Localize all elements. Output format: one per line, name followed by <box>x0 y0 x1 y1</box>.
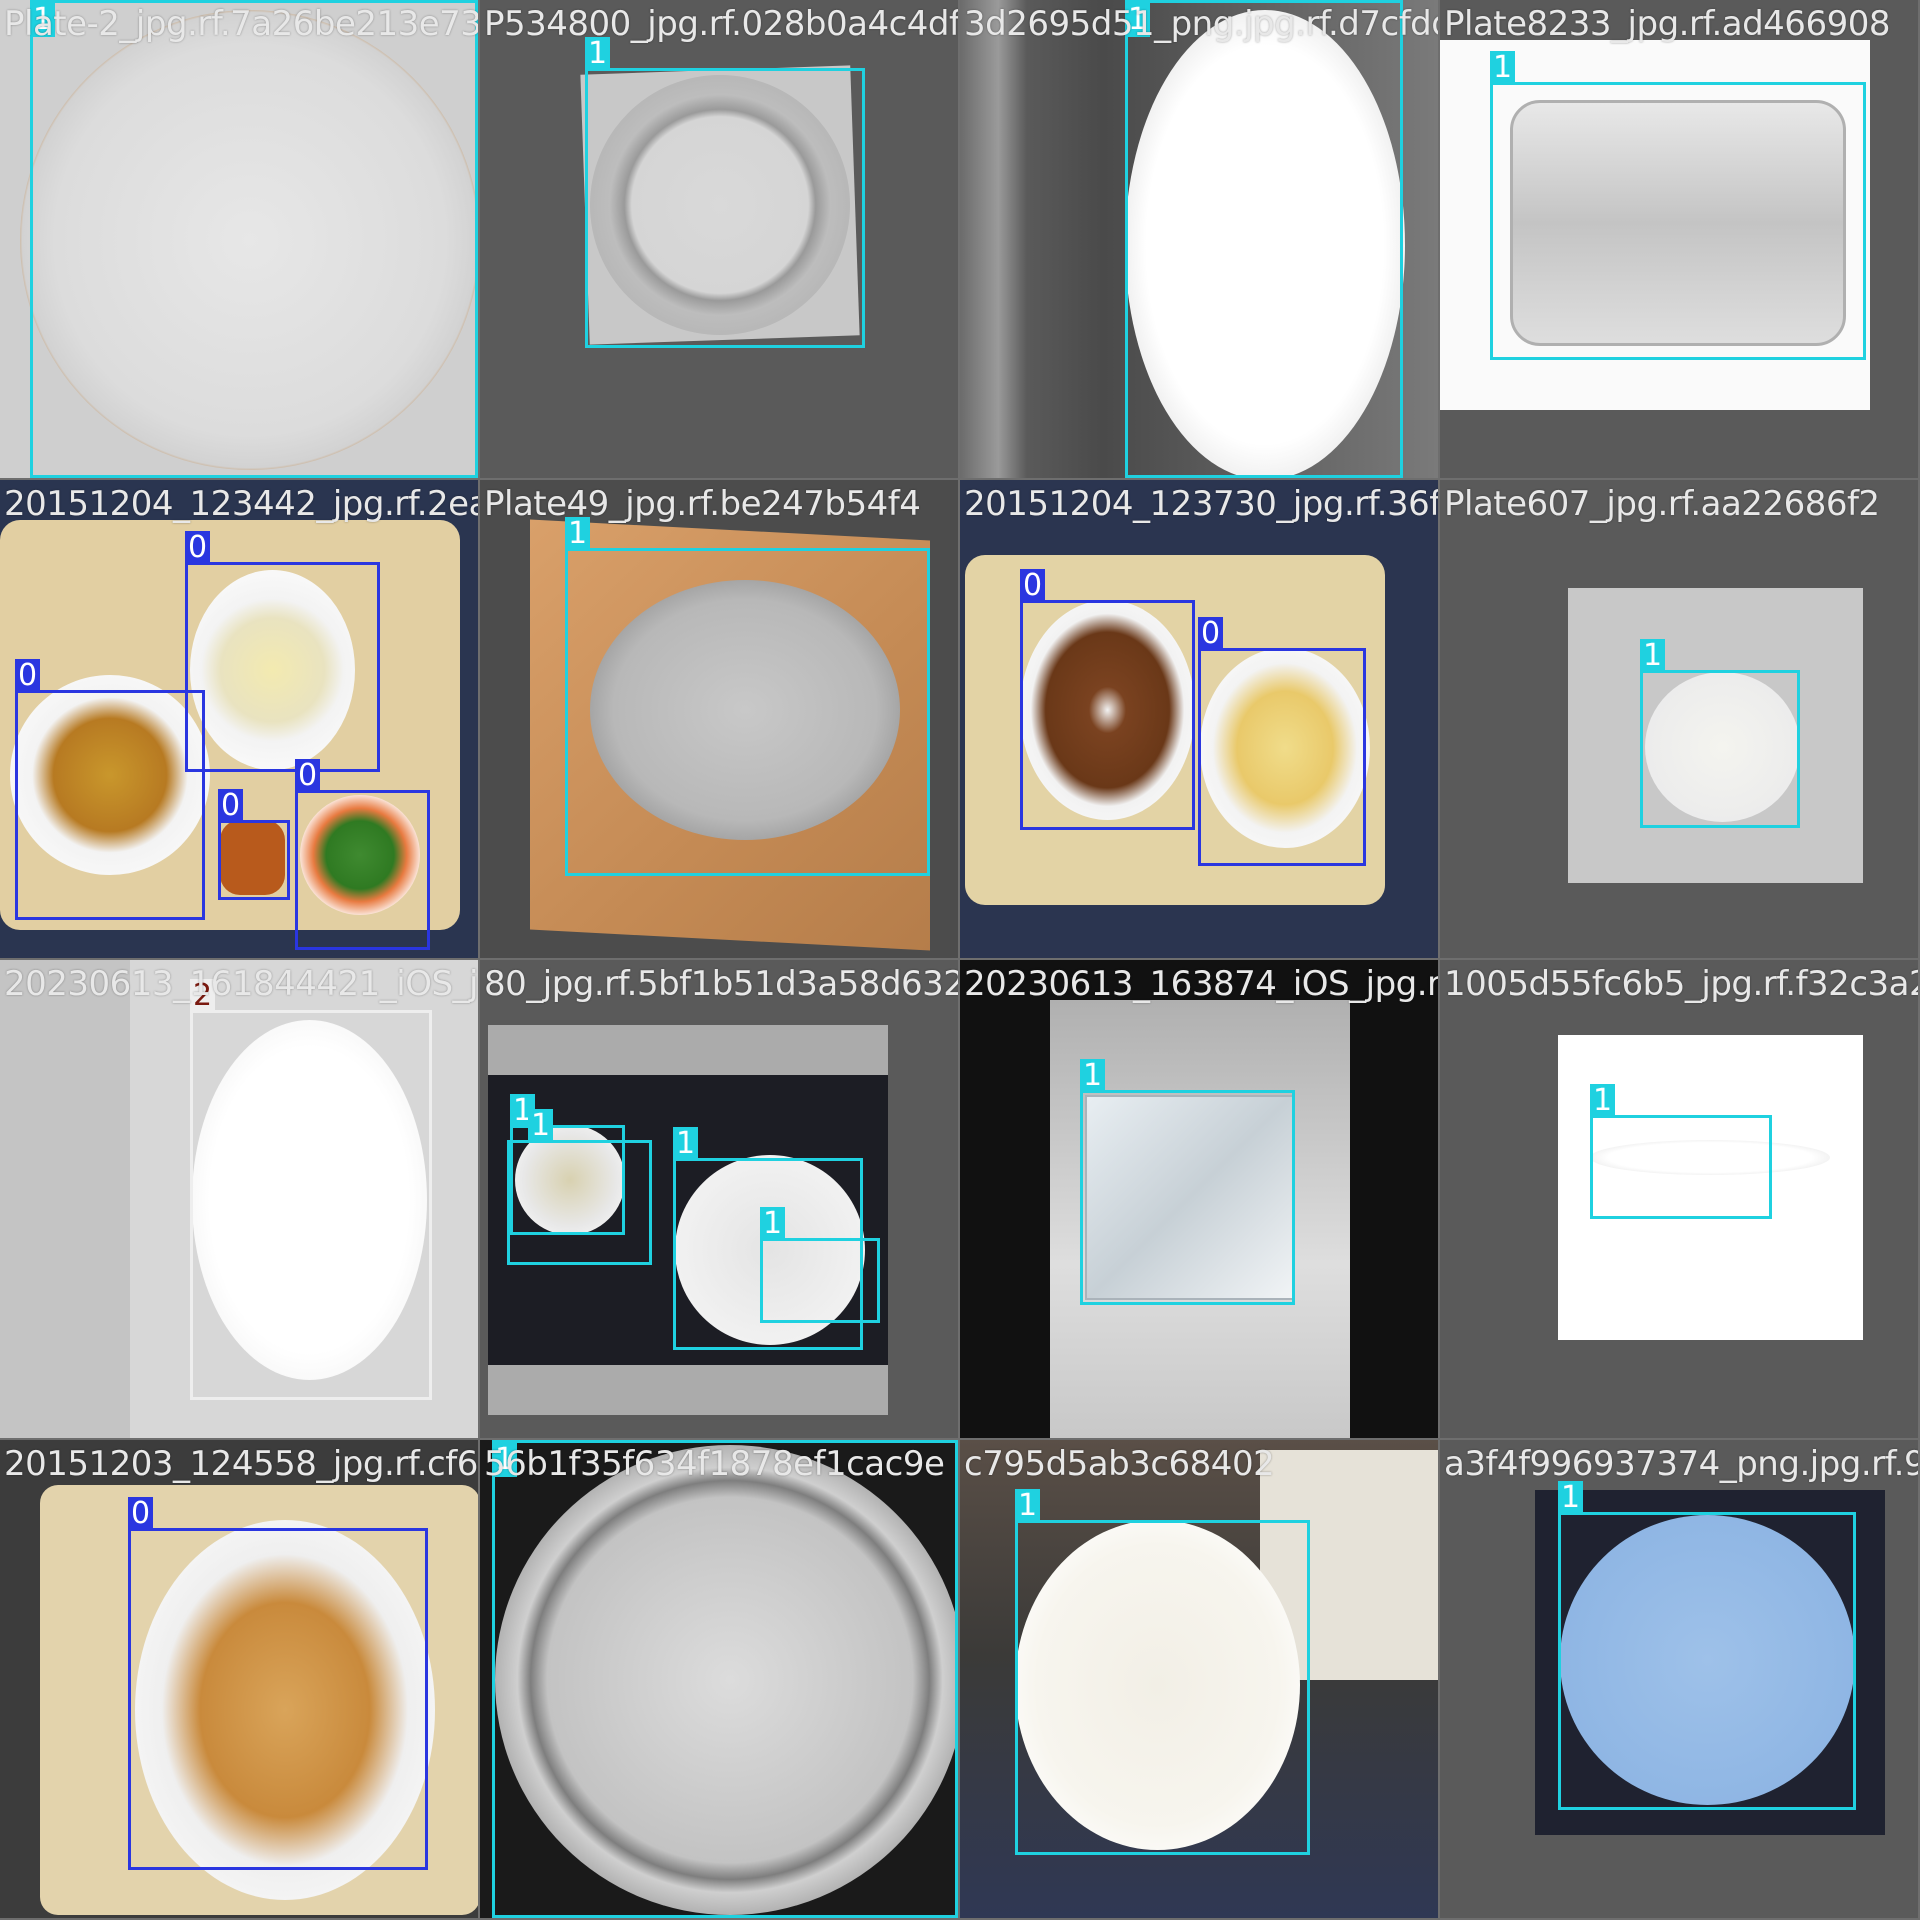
class-label: 1 <box>760 1207 786 1241</box>
detection-box: 1 <box>1490 51 1866 360</box>
image-filename: Plate8233_jpg.rf.ad466908 <box>1444 4 1890 44</box>
detection-box: 1 <box>673 1127 863 1350</box>
detection-box: 0 <box>185 531 380 772</box>
detection-box: 1 <box>565 517 930 876</box>
mosaic-tile: 20230613_161844421_iOS_jpg.rf.0cf9226 2 <box>0 960 480 1440</box>
plate-image <box>675 1155 865 1345</box>
class-label: 1 <box>1490 51 1516 85</box>
mosaic-tile: 56b1f35f634f1878ef1cac9e 1 <box>480 1440 960 1920</box>
class-label: 1 <box>673 1127 699 1161</box>
mosaic-tile: 3d2695d51_png.jpg.rf.d7cfdd 1 <box>960 0 1440 480</box>
mosaic-tile: Plate8233_jpg.rf.ad466908 1 <box>1440 0 1920 480</box>
mosaic-tile: c795d5ab3c68402 1 <box>960 1440 1440 1920</box>
food-item <box>220 820 285 895</box>
class-label: 1 <box>1080 1059 1106 1093</box>
plate-image <box>1645 672 1800 822</box>
image-filename: 80_jpg.rf.5bf1b51d3a58d632 <box>484 964 960 1004</box>
plate-image <box>10 675 210 875</box>
image-filename: 1005d55fc6b5_jpg.rf.f32c3a2c <box>1444 964 1920 1004</box>
mosaic-tile: 80_jpg.rf.5bf1b51d3a58d632 1 1 1 1 <box>480 960 960 1440</box>
table-surface <box>0 960 130 1438</box>
detection-box: 0 <box>1198 617 1366 866</box>
detection-box: 1 <box>1558 1481 1856 1810</box>
class-label: 2 <box>190 979 216 1013</box>
mosaic-tile: P534800_jpg.rf.028b0a4c4df5 1 <box>480 0 960 480</box>
detection-box: 2 <box>190 979 432 1400</box>
class-label: 1 <box>565 517 591 551</box>
image-filename: 20230613_161844421_iOS_jpg.rf.0cf9226 <box>4 964 478 1004</box>
image-filename: Plate-2_jpg.rf.7a26be213e73f <box>4 4 480 44</box>
mosaic-tile: Plate49_jpg.rf.be247b54f4 1 <box>480 480 960 960</box>
plate-image <box>1020 600 1195 820</box>
class-label: 1 <box>1015 1489 1041 1523</box>
class-label: 0 <box>128 1497 154 1531</box>
mosaic-tile: a3f4f996937374_png.jpg.rf.9d51d 1 <box>1440 1440 1920 1920</box>
class-label: 0 <box>185 531 211 565</box>
class-label: 1 <box>1590 1084 1616 1118</box>
plate-image <box>20 10 478 470</box>
detection-box: 1 <box>1080 1059 1295 1305</box>
image-filename: 20151204_123730_jpg.rf.36f <box>964 484 1440 524</box>
image-filename: 20230613_163874_iOS_jpg.rf <box>964 964 1440 1004</box>
class-label: 0 <box>295 759 321 793</box>
detection-box: 1 <box>585 37 865 348</box>
image-filename: 3d2695d51_png.jpg.rf.d7cfdd <box>964 4 1440 44</box>
class-label: 0 <box>1020 569 1046 603</box>
image-filename: a3f4f996937374_png.jpg.rf.9d51d <box>1444 1444 1920 1484</box>
detection-box: 1 <box>1590 1084 1772 1219</box>
plate-image <box>1200 648 1370 848</box>
detection-box: 0 <box>128 1497 428 1870</box>
class-label: 0 <box>15 659 41 693</box>
mosaic-tile: Plate607_jpg.rf.aa22686f2 1 <box>1440 480 1920 960</box>
image-filename: 56b1f35f634f1878ef1cac9e <box>484 1444 945 1484</box>
detection-box: 0 <box>295 759 430 950</box>
plate-image <box>190 570 355 770</box>
mosaic-tile: Plate-2_jpg.rf.7a26be213e73f 1 <box>0 0 480 480</box>
plate-image <box>1560 1515 1855 1805</box>
class-label: 1 <box>1640 639 1666 673</box>
plate-image <box>1590 1140 1830 1175</box>
image-filename: c795d5ab3c68402 <box>964 1444 1275 1484</box>
detection-box: 1 <box>30 0 478 478</box>
bowl-image <box>1085 1095 1295 1300</box>
class-label: 0 <box>218 789 244 823</box>
class-label: 1 <box>528 1109 554 1143</box>
image-filename: Plate49_jpg.rf.be247b54f4 <box>484 484 921 524</box>
image-filename: 20151204_123442_jpg.rf.2ea2f6549b42f35 <box>4 484 478 524</box>
tray-image <box>1510 100 1846 346</box>
plate-image <box>590 580 900 840</box>
plate-image <box>515 1125 625 1235</box>
detection-box: 0 <box>15 659 205 920</box>
class-label: 1 <box>1125 3 1151 37</box>
detection-box: 1 <box>760 1207 880 1323</box>
image-filename: 20151203_124558_jpg.rf.cf6 <box>4 1444 478 1484</box>
class-label: 0 <box>1198 617 1224 651</box>
detection-box: 1 <box>492 1440 958 1918</box>
image-filename: Plate607_jpg.rf.aa22686f2 <box>1444 484 1880 524</box>
image-filename: P534800_jpg.rf.028b0a4c4df5 <box>484 4 960 44</box>
detection-box: 0 <box>1020 569 1195 830</box>
plate-image <box>495 1445 958 1915</box>
class-label: 1 <box>585 37 611 71</box>
mosaic-tile: 20151203_124558_jpg.rf.cf6 0 <box>0 1440 480 1920</box>
class-label: 1 <box>492 1443 518 1477</box>
plate-image <box>1015 1520 1300 1850</box>
plate-image <box>135 1520 435 1900</box>
detection-box: 1 <box>1640 639 1800 828</box>
detection-box: 1 <box>1015 1489 1310 1855</box>
plate-image <box>590 75 850 335</box>
plate-image <box>300 795 420 915</box>
mosaic-tile: 20151204_123730_jpg.rf.36f 0 0 <box>960 480 1440 960</box>
detection-box: 1 <box>1125 0 1403 478</box>
mosaic-tile: 20230613_163874_iOS_jpg.rf 1 <box>960 960 1440 1440</box>
class-label: 1 <box>30 3 56 37</box>
plate-image <box>192 1020 427 1380</box>
detection-box: 0 <box>218 789 290 900</box>
class-label: 1 <box>1558 1481 1584 1515</box>
detection-box: 1 <box>507 1109 652 1265</box>
mosaic-tile: 1005d55fc6b5_jpg.rf.f32c3a2c 1 <box>1440 960 1920 1440</box>
mosaic-tile: 20151204_123442_jpg.rf.2ea2f6549b42f35 0… <box>0 480 480 960</box>
plate-image <box>1125 10 1405 478</box>
